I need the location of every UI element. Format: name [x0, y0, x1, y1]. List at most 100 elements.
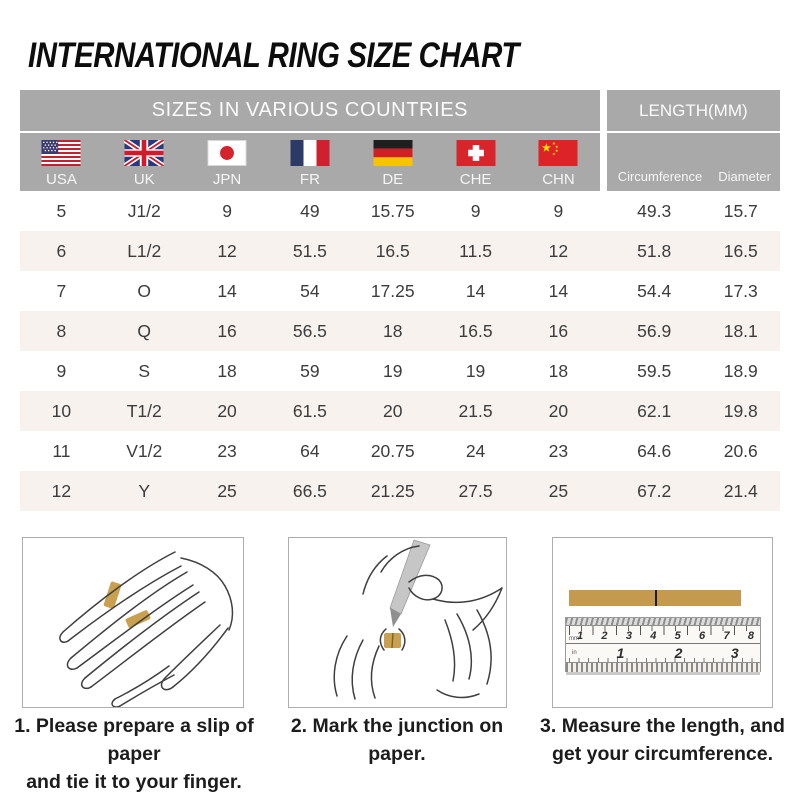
flag-columns: USA UK JPN	[20, 133, 600, 191]
ruler-number: 8	[747, 630, 754, 642]
column-label: DE	[382, 171, 404, 188]
table-cell: J1/2	[127, 200, 161, 221]
usa-flag-icon	[41, 140, 81, 166]
table-cell: O	[137, 280, 152, 301]
table-cell: 56.9	[637, 320, 672, 341]
caption-line: 3. Measure the length, and	[540, 715, 785, 737]
table-cell: 21.4	[723, 480, 758, 501]
ruler-inch-scale: in 1 2 3	[566, 643, 760, 662]
column-label: JPN	[212, 171, 242, 188]
column-header-de: DE	[351, 133, 434, 191]
germany-flag-icon	[373, 140, 413, 166]
ruler-number: 4	[650, 630, 657, 642]
table-cell: 6	[56, 240, 67, 261]
ruler-mm-label: mm	[569, 636, 579, 642]
table-cell: 49	[300, 200, 320, 221]
ruler-number: 6	[699, 630, 706, 642]
table-cell: 17.3	[723, 280, 758, 301]
ruler-number: 7	[723, 630, 730, 642]
table-cell: 11	[52, 440, 71, 461]
table-cell: 67.2	[637, 480, 672, 501]
table-row: 10 T1/2 20 61.5 20 21.5 20 62.1 19.8	[20, 391, 780, 431]
table-cell: 49.3	[637, 200, 672, 221]
uk-flag-icon	[124, 140, 165, 166]
table-cell: 14	[465, 280, 486, 301]
marking-paper-illustration	[333, 539, 503, 700]
table-cell: 25	[217, 480, 237, 501]
paper-mark	[655, 590, 657, 606]
column-label: CHE	[459, 171, 492, 188]
column-header-chn: CHN	[517, 133, 600, 191]
ruler-illustration: mm 1 2 3 4 5 6 7 8 in 1 2 3	[565, 617, 761, 675]
table-header-banner: SIZES IN VARIOUS COUNTRIES LENGTH(MM)	[20, 90, 780, 131]
table-cell: 16	[217, 320, 237, 341]
caption-line: 2. Mark the junction on paper.	[290, 715, 504, 765]
table-cell: 15.75	[370, 200, 415, 221]
table-body: 5 J1/2 9 49 15.75 9 9 49.3 15.7 6 L1/2 12 51.5 16.5 11…	[20, 191, 780, 511]
column-label-diameter: Diameter	[718, 169, 771, 184]
table-cell: 21.5	[458, 400, 493, 421]
caption-line: and tie it to your finger.	[26, 771, 242, 793]
flag-header-row: USA UK JPN	[20, 133, 780, 191]
instruction-panel-3: mm 1 2 3 4 5 6 7 8 in 1 2 3	[552, 537, 773, 708]
ruler-number: 1	[577, 630, 584, 642]
france-flag-icon	[290, 140, 330, 166]
table-row: 9 S 18 59 19 19 18 59.5 18.9	[20, 351, 780, 391]
ruler-number: 2	[601, 630, 608, 642]
column-label-circumference: Circumference	[617, 169, 703, 184]
table-cell: 12	[51, 480, 72, 501]
table-cell: L1/2	[127, 240, 162, 261]
table-cell: 14	[217, 280, 237, 301]
table-cell: 51.8	[637, 240, 672, 261]
table-cell: 19	[382, 360, 403, 381]
table-row: 6 L1/2 12 51.5 16.5 11.5 12 51.8 16.5	[20, 231, 780, 271]
table-cell: Y	[138, 480, 151, 501]
ruler-cm-scale: mm 1 2 3 4 5 6 7 8	[566, 626, 760, 643]
instruction-panel-1	[22, 537, 244, 708]
table-cell: 64	[300, 440, 320, 461]
ruler-cm-numbers: 1 2 3 4 5 6 7 8	[577, 630, 754, 642]
table-cell: 5	[56, 200, 67, 221]
table-cell: 12	[217, 240, 237, 261]
length-banner: LENGTH(MM)	[606, 90, 780, 131]
table-cell: 23	[217, 440, 237, 461]
table-cell: 18	[382, 320, 403, 341]
instruction-caption-1: 1. Please prepare a slip of paper and ti…	[6, 712, 262, 796]
instruction-caption-3: 3. Measure the length, and get your circ…	[530, 712, 795, 768]
ruler-number: 3	[730, 645, 739, 661]
column-label: USA	[45, 171, 77, 188]
column-label: UK	[133, 171, 155, 188]
table-cell: 20	[382, 400, 403, 421]
table-cell: 10	[51, 400, 72, 421]
table-cell: 16.5	[723, 240, 758, 261]
table-cell: 18.1	[723, 320, 758, 341]
table-cell: 18	[548, 360, 569, 381]
table-row: 12 Y 25 66.5 21.25 27.5 25 67.2 21.4	[20, 471, 780, 511]
table-cell: 9	[470, 200, 481, 221]
ruler-edge	[566, 618, 760, 626]
table-cell: 7	[56, 280, 67, 301]
header-separator-line	[20, 131, 780, 133]
table-cell: 17.25	[370, 280, 415, 301]
column-header-usa: USA	[20, 133, 103, 191]
table-cell: 18.9	[723, 360, 758, 381]
paper-strip	[569, 590, 741, 606]
table-cell: 24	[465, 440, 486, 461]
length-columns: Circumference Diameter	[606, 133, 780, 191]
table-cell: 11.5	[459, 240, 492, 261]
table-cell: 16	[548, 320, 569, 341]
table-cell: 20.6	[723, 440, 758, 461]
table-cell: 56.5	[292, 320, 327, 341]
table-row: 5 J1/2 9 49 15.75 9 9 49.3 15.7	[20, 191, 780, 231]
page-title: INTERNATIONAL RING SIZE CHART	[28, 36, 519, 75]
table-cell: V1/2	[126, 440, 163, 461]
ruler-number: 2	[674, 645, 683, 661]
table-cell: 54	[300, 280, 320, 301]
table-cell: 15.7	[723, 200, 758, 221]
table-cell: 19	[465, 360, 486, 381]
table-cell: T1/2	[126, 400, 162, 421]
table-row: 7 O 14 54 17.25 14 14 54.4 17.3	[20, 271, 780, 311]
table-cell: 62.1	[637, 400, 672, 421]
table-cell: 21.25	[370, 480, 415, 501]
